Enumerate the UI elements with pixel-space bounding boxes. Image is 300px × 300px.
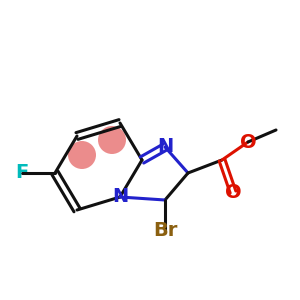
- Text: O: O: [240, 133, 256, 152]
- Text: O: O: [225, 182, 241, 202]
- Text: N: N: [112, 188, 128, 206]
- Circle shape: [68, 141, 96, 169]
- Text: N: N: [157, 137, 173, 157]
- Text: F: F: [15, 164, 28, 182]
- Circle shape: [98, 126, 126, 154]
- Text: Br: Br: [153, 220, 177, 239]
